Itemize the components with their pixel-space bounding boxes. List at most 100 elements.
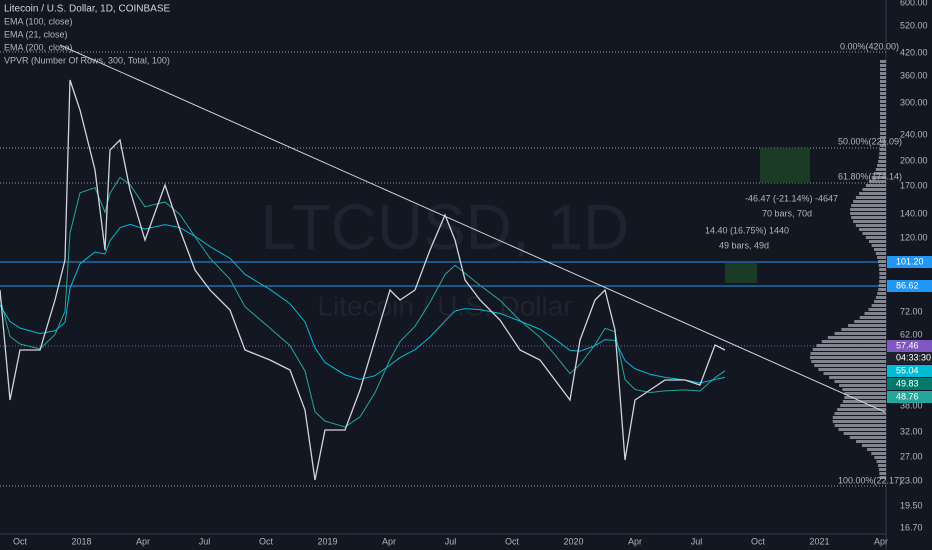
- measure-box: [725, 263, 757, 283]
- price-axis-label: 32.00: [900, 426, 923, 436]
- price-tag-label: 101.20: [896, 256, 924, 266]
- price-axis-label: 27.00: [900, 451, 923, 461]
- volume-bar: [877, 164, 886, 167]
- volume-bar: [829, 376, 886, 379]
- volume-bar: [878, 288, 886, 291]
- volume-bar: [879, 116, 886, 119]
- volume-bar: [853, 200, 886, 203]
- volume-bar: [840, 404, 886, 407]
- volume-bar: [879, 120, 886, 123]
- measure-label: -46.47 (-21.14%) -4647: [745, 193, 838, 203]
- volume-bar: [838, 428, 886, 431]
- volume-bar: [879, 280, 886, 283]
- volume-bar: [842, 388, 886, 391]
- volume-bar: [844, 392, 886, 395]
- volume-bar: [859, 316, 886, 319]
- volume-bar: [810, 352, 886, 355]
- volume-bar: [875, 168, 886, 171]
- price-tag: [887, 365, 932, 377]
- volume-bar: [871, 244, 886, 247]
- volume-bar: [874, 300, 886, 303]
- volume-bar: [818, 368, 886, 371]
- price-axis-label: 19.50: [900, 500, 923, 510]
- price-tag: [887, 256, 932, 268]
- volume-bar: [849, 436, 886, 439]
- price-axis-label: 72.00: [900, 306, 923, 316]
- time-axis-label: Jul: [691, 536, 703, 546]
- volume-bar: [854, 320, 886, 323]
- volume-bar: [879, 472, 886, 475]
- volume-bar: [880, 68, 886, 71]
- volume-bar: [879, 128, 886, 131]
- price-tag: [887, 391, 932, 403]
- time-axis-label: Jul: [199, 536, 211, 546]
- volume-bar: [879, 124, 886, 127]
- price-axis-label: 520.00: [900, 20, 928, 30]
- volume-bar: [832, 420, 886, 423]
- price-axis-label: 240.00: [900, 129, 928, 139]
- legend: Litecoin / U.S. Dollar, 1D, COINBASE EMA…: [4, 4, 171, 66]
- volume-bar: [878, 156, 886, 159]
- volume-bar: [814, 364, 886, 367]
- ema-line: [0, 223, 726, 384]
- volume-bar: [848, 324, 886, 327]
- volume-bar: [853, 220, 886, 223]
- volume-bar: [879, 152, 886, 155]
- volume-bar: [816, 344, 886, 347]
- volume-bar: [843, 432, 886, 435]
- time-axis-label: 2019: [317, 536, 337, 546]
- time-axis-label: 2021: [809, 536, 829, 546]
- time-axis-label: Oct: [259, 536, 274, 546]
- volume-bar: [875, 296, 886, 299]
- watermark-name: Litecoin / U.S. Dollar: [317, 290, 572, 321]
- volume-bar: [875, 252, 886, 255]
- volume-bar: [850, 208, 886, 211]
- time-axis-label: Oct: [751, 536, 766, 546]
- volume-bar: [811, 360, 886, 363]
- volume-bar: [861, 444, 886, 447]
- volume-bar: [839, 384, 886, 387]
- price-tag-label: 55.04: [896, 365, 919, 375]
- volume-bar: [821, 340, 886, 343]
- indicator: EMA (100, close): [4, 16, 73, 26]
- indicator: EMA (21, close): [4, 29, 68, 39]
- watermark-ticker: LTCUSD, 1D: [261, 191, 630, 263]
- volume-bar: [868, 240, 886, 243]
- volume-bar: [880, 84, 886, 87]
- volume-bar: [880, 64, 886, 67]
- volume-bar: [855, 224, 886, 227]
- time-axis-label: Oct: [505, 536, 520, 546]
- volume-bar: [867, 448, 886, 451]
- measure-label: 70 bars, 70d: [762, 208, 812, 218]
- volume-bar: [873, 248, 886, 251]
- volume-bar: [851, 216, 886, 219]
- volume-bar: [873, 172, 886, 175]
- time-axis-label: 2018: [71, 536, 91, 546]
- ema-line: [0, 176, 726, 428]
- volume-bar: [837, 408, 886, 411]
- volume-bar: [879, 476, 886, 479]
- volume-bar: [856, 440, 886, 443]
- measure-box: [760, 148, 810, 183]
- price-axis-label: 62.00: [900, 329, 923, 339]
- volume-bar: [874, 456, 886, 459]
- price-axis-label: 300.00: [900, 97, 928, 107]
- price-axis-label: 140.00: [900, 208, 928, 218]
- volume-bar: [878, 284, 886, 287]
- volume-bar: [859, 228, 886, 231]
- volume-bar: [880, 60, 886, 63]
- price-tag: [887, 340, 932, 352]
- volume-bar: [859, 192, 886, 195]
- trend-line: [59, 44, 886, 413]
- volume-bar: [834, 380, 886, 383]
- volume-bar: [862, 188, 886, 191]
- fib-label: 61.80%(174.14): [838, 171, 902, 181]
- volume-bar: [880, 88, 886, 91]
- price-tag-label: 86.62: [896, 280, 919, 290]
- price-tag: [887, 280, 932, 292]
- volume-bar: [878, 260, 886, 263]
- volume-bar: [879, 100, 886, 103]
- volume-bar: [879, 276, 886, 279]
- volume-bar: [879, 104, 886, 107]
